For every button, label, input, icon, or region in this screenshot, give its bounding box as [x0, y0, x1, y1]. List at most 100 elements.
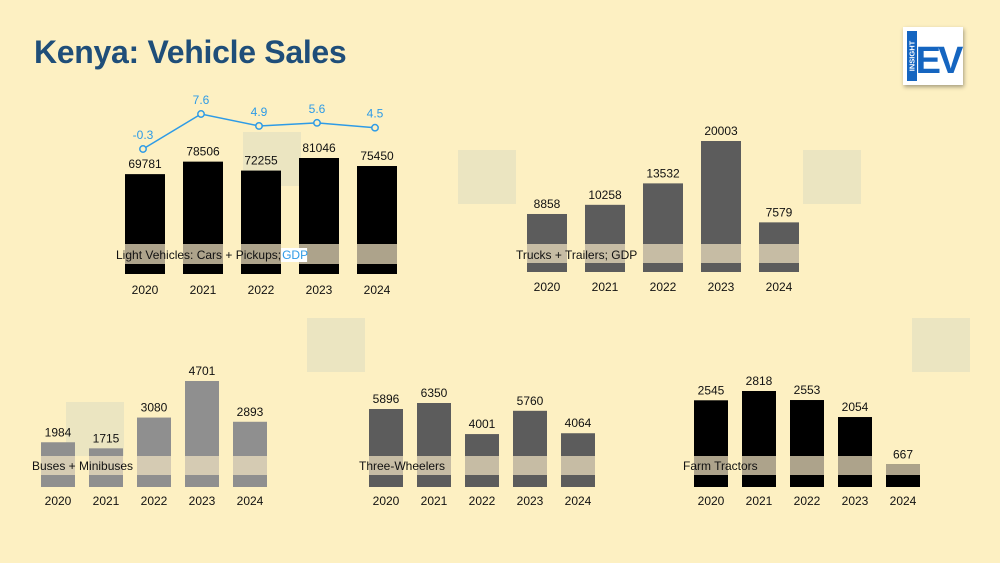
x-tick-label: 2020 — [373, 494, 400, 508]
bar-band — [299, 244, 339, 264]
bar-value-label: 3080 — [141, 401, 168, 415]
bar-band — [643, 244, 683, 263]
x-tick-label: 2022 — [650, 280, 677, 294]
bar-value-label: 13532 — [646, 166, 680, 180]
bar-band — [585, 244, 625, 263]
gdp-value-label: 4.9 — [251, 105, 268, 119]
x-tick-label: 2021 — [93, 494, 120, 508]
bar — [233, 421, 267, 487]
gdp-point — [197, 110, 205, 118]
x-tick-label: 2021 — [746, 494, 773, 508]
bar-band — [183, 244, 223, 264]
bar-value-label: 2818 — [746, 374, 773, 388]
x-tick-label: 2021 — [190, 283, 217, 297]
x-tick-label: 2021 — [592, 280, 619, 294]
x-tick-label: 2023 — [517, 494, 544, 508]
bar-value-label: 1715 — [93, 431, 120, 445]
gdp-point — [139, 145, 147, 153]
bar-value-label: 2545 — [698, 383, 725, 397]
bar-band — [701, 244, 741, 263]
bar-band — [41, 456, 75, 475]
bar-value-label: 2553 — [794, 383, 821, 397]
bar-value-label: 4701 — [189, 364, 216, 378]
bar-band — [759, 244, 799, 263]
x-tick-label: 2024 — [364, 283, 391, 297]
chart-label: Trucks + Trailers; GDP — [516, 248, 637, 262]
bar-band — [561, 456, 595, 475]
bar — [838, 417, 872, 487]
x-tick-label: 2021 — [421, 494, 448, 508]
bar-value-label: 1984 — [45, 425, 72, 439]
bar-value-label: 78506 — [186, 145, 220, 159]
gdp-value-label: 4.5 — [367, 107, 384, 121]
watermark-logo-icon — [803, 150, 861, 204]
bar-value-label: 4064 — [565, 416, 592, 430]
bar-band — [527, 244, 567, 263]
x-tick-label: 2020 — [534, 280, 561, 294]
bar-band — [742, 456, 776, 475]
bar-band — [137, 456, 171, 475]
bar-band — [886, 464, 920, 475]
bar-band — [694, 456, 728, 475]
gdp-line — [142, 113, 376, 150]
chart-label: Light Vehicles: Cars + Pickups; — [116, 248, 281, 262]
bar-band — [233, 456, 267, 475]
insight-ev-logo: INSIGHT EV — [903, 27, 967, 85]
bar-band — [89, 456, 123, 475]
logo-main-text: EV — [916, 40, 963, 82]
bar — [137, 417, 171, 487]
bar-value-label: 72255 — [244, 154, 278, 168]
x-tick-label: 2023 — [189, 494, 216, 508]
chart-label: Buses + Minibuses — [32, 459, 133, 473]
bar-band — [417, 456, 451, 475]
bar-value-label: 6350 — [421, 386, 448, 400]
bar — [513, 410, 547, 487]
x-tick-label: 2022 — [141, 494, 168, 508]
x-tick-label: 2024 — [237, 494, 264, 508]
bar-band — [357, 244, 397, 264]
x-tick-label: 2020 — [698, 494, 725, 508]
gdp-point — [313, 118, 321, 127]
bar-value-label: 7579 — [766, 205, 793, 219]
x-tick-label: 2022 — [794, 494, 821, 508]
x-tick-label: 2022 — [469, 494, 496, 508]
chart-label: Farm Tractors — [683, 459, 758, 473]
x-tick-label: 2024 — [766, 280, 793, 294]
gdp-point — [255, 122, 263, 130]
gdp-highlight — [281, 248, 308, 262]
bar-value-label: 75450 — [360, 149, 394, 163]
bar-band — [125, 244, 165, 264]
gdp-value-label: -0.3 — [133, 128, 154, 142]
bar-value-label: 2054 — [842, 400, 869, 414]
bar-value-label: 5896 — [373, 392, 400, 406]
bar-band — [241, 244, 281, 264]
bar-band — [513, 456, 547, 475]
x-tick-label: 2022 — [248, 283, 275, 297]
page-title: Kenya: Vehicle Sales — [34, 34, 347, 70]
bar-value-label: 69781 — [128, 157, 162, 171]
watermark-logo-icon — [307, 318, 365, 372]
x-tick-label: 2023 — [842, 494, 869, 508]
bar-value-label: 2893 — [237, 405, 264, 419]
bar-band — [465, 456, 499, 475]
chart-label: Three-Wheelers — [359, 459, 445, 473]
watermark-logo-icon — [458, 150, 516, 204]
bar-band — [838, 456, 872, 475]
bar-value-label: 81046 — [302, 141, 336, 155]
x-tick-label: 2024 — [890, 494, 917, 508]
bar-value-label: 8858 — [534, 197, 561, 211]
bar-band — [369, 456, 403, 475]
gdp-value-label: 7.6 — [193, 93, 210, 107]
bar-value-label: 4001 — [469, 417, 496, 431]
x-tick-label: 2020 — [45, 494, 72, 508]
bar — [527, 213, 567, 272]
gdp-point — [371, 123, 379, 132]
bar-band — [790, 456, 824, 475]
logo-side-text: INSIGHT — [908, 40, 917, 71]
bar-band — [185, 456, 219, 475]
gdp-label: GDP — [282, 248, 308, 262]
x-tick-label: 2024 — [565, 494, 592, 508]
x-tick-label: 2023 — [306, 283, 333, 297]
x-tick-label: 2020 — [132, 283, 159, 297]
